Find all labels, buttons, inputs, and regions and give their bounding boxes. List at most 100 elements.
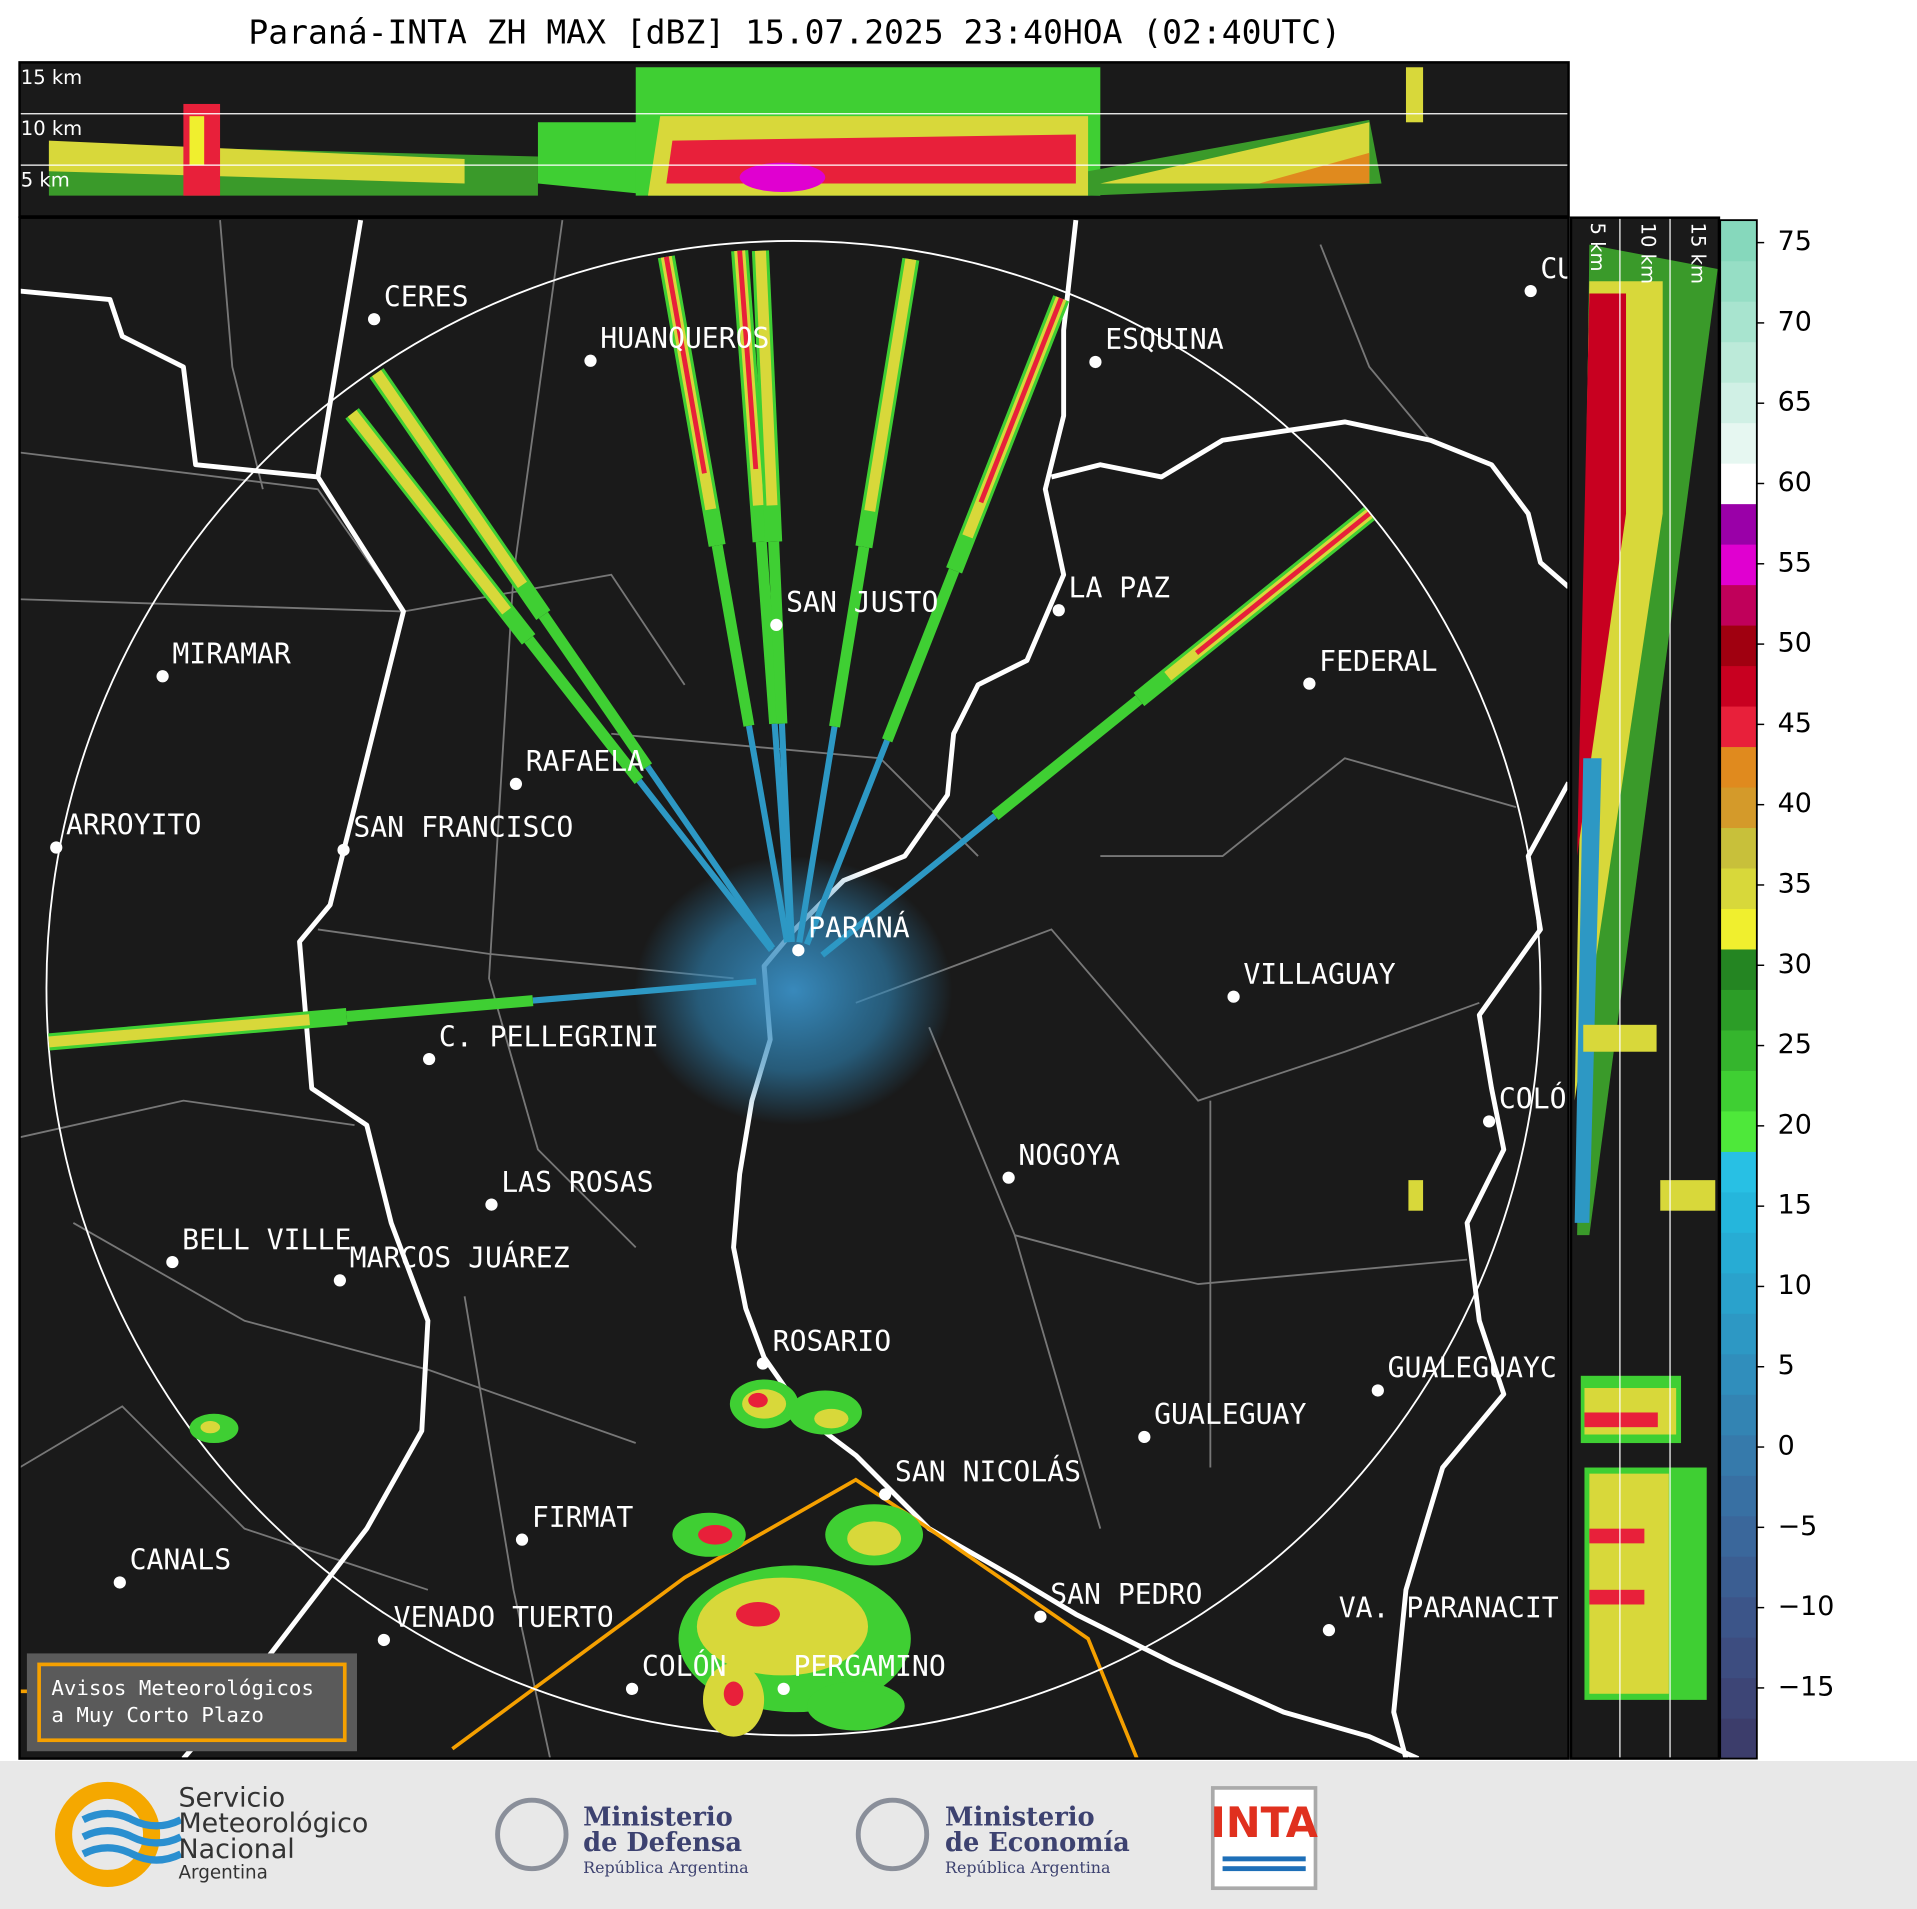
height-label: 5 km (1586, 223, 1609, 272)
inta-stripe (1222, 1856, 1306, 1862)
ministry-text: República Argentina (945, 1858, 1111, 1877)
color-band (1720, 544, 1757, 586)
color-band (1720, 1556, 1757, 1598)
colorbar-tick-label: 15 (1778, 1190, 1812, 1221)
colorbar-tick-label: 25 (1778, 1029, 1812, 1060)
color-band (1720, 1029, 1757, 1071)
smn-logo-text: Nacional (178, 1834, 294, 1865)
inta-text: INTA (1210, 1798, 1318, 1847)
smn-logo-text: Argentina (178, 1863, 267, 1884)
city-dot (1371, 1384, 1384, 1397)
color-band (1720, 786, 1757, 829)
city-label: CERES (384, 280, 469, 313)
city-dot (367, 313, 381, 326)
color-band (1720, 1596, 1757, 1638)
color-band (1720, 1313, 1757, 1355)
radar-ray (532, 978, 757, 1004)
colorbar-tick-label: 5 (1778, 1350, 1795, 1381)
color-band (1720, 1677, 1757, 1719)
smn-logo-text: Meteorológico (178, 1808, 368, 1839)
city-label: MARCOS JUÁREZ (350, 1241, 570, 1275)
radar-ray (645, 764, 776, 950)
height-label: 15 km (1686, 223, 1709, 284)
color-band (1720, 1637, 1757, 1679)
city-label: BELL VILLE (182, 1223, 351, 1256)
city-dot (1034, 1610, 1047, 1623)
city-dot (625, 1682, 639, 1695)
radar-ray (636, 778, 774, 952)
ministry-text: Ministerio (945, 1803, 1095, 1833)
color-band (1720, 463, 1757, 505)
radar-ray (754, 250, 778, 506)
color-band (1720, 1718, 1757, 1760)
radar-ray (882, 568, 960, 743)
color-band (1720, 220, 1757, 262)
colorbar-tick-label: 20 (1778, 1109, 1812, 1140)
side-panel (1571, 217, 1719, 1759)
city-dot (113, 1576, 126, 1589)
city-dot (377, 1633, 391, 1647)
radar-ray (346, 995, 534, 1022)
inta-logo (1210, 1786, 1318, 1891)
top-panel (19, 62, 1569, 217)
color-band (1720, 1110, 1757, 1152)
color-band (1720, 503, 1757, 545)
ministry-text: República Argentina (583, 1858, 749, 1877)
colorbar-tick-label: −10 (1778, 1591, 1835, 1622)
city-dot (1002, 1171, 1015, 1184)
city-label: RAFAELA (526, 745, 645, 778)
color-band (1720, 1151, 1757, 1193)
radar-ray (524, 635, 644, 784)
color-band (1720, 746, 1757, 788)
city-label: ESQUINA (1105, 323, 1224, 356)
city-label: SAN FRANCISCO (353, 811, 573, 844)
color-band (1720, 1272, 1757, 1314)
smn-logo-text: Servicio (178, 1782, 285, 1813)
city-dot (509, 777, 523, 791)
city-dot (770, 618, 783, 632)
title: Paraná-INTA ZH MAX [dBZ] 15.07.2025 23:4… (248, 13, 1341, 52)
city-label: ROSARIO (773, 1325, 891, 1358)
height-label: 15 km (21, 66, 82, 89)
colorbar-tick-label: −15 (1778, 1671, 1835, 1702)
radar-ray (663, 256, 707, 474)
city-label: SAN JUSTO (786, 586, 938, 619)
city-label: VENADO TUERTO (394, 1601, 614, 1634)
color-band (1720, 948, 1757, 990)
smn-logo-waves (81, 1809, 183, 1864)
radar-ray (778, 723, 795, 943)
city-label: COLÓN (642, 1649, 727, 1683)
color-band (1720, 1070, 1757, 1112)
city-dot (337, 843, 350, 857)
radar-ray (978, 297, 1064, 504)
city-dot (166, 1255, 179, 1269)
radar-ray (803, 739, 891, 946)
color-band (1720, 665, 1757, 707)
colorbar-tick-label: 50 (1778, 628, 1812, 659)
radar-ray (820, 813, 997, 958)
economia-seal (855, 1797, 930, 1872)
radar-ray (796, 726, 838, 943)
city-label: CANALS (130, 1544, 232, 1577)
smn-logo-ring (55, 1781, 161, 1887)
color-band (1720, 1232, 1757, 1274)
radar-ray (1195, 511, 1371, 655)
color-band (1720, 989, 1757, 1031)
city-label: VILLAGUAY (1243, 958, 1395, 991)
radar-ray (48, 1014, 310, 1048)
radar-ray (864, 258, 917, 512)
colorbar-tick-label: 35 (1778, 868, 1812, 899)
colorbar-tick-label: 60 (1778, 467, 1812, 498)
color-band (1720, 867, 1757, 909)
color-band (1720, 1191, 1757, 1233)
city-label: ARROYITO (66, 809, 201, 842)
city-label: SAN PEDRO (1050, 1578, 1202, 1611)
colorbar-tick-label: 45 (1778, 708, 1812, 739)
defensa-seal (495, 1797, 569, 1872)
radar-ray (711, 544, 755, 727)
height-label: 10 km (1636, 223, 1659, 284)
color-band (1720, 422, 1757, 464)
color-band (1720, 1515, 1757, 1557)
city-label: LA PAZ (1069, 571, 1171, 604)
